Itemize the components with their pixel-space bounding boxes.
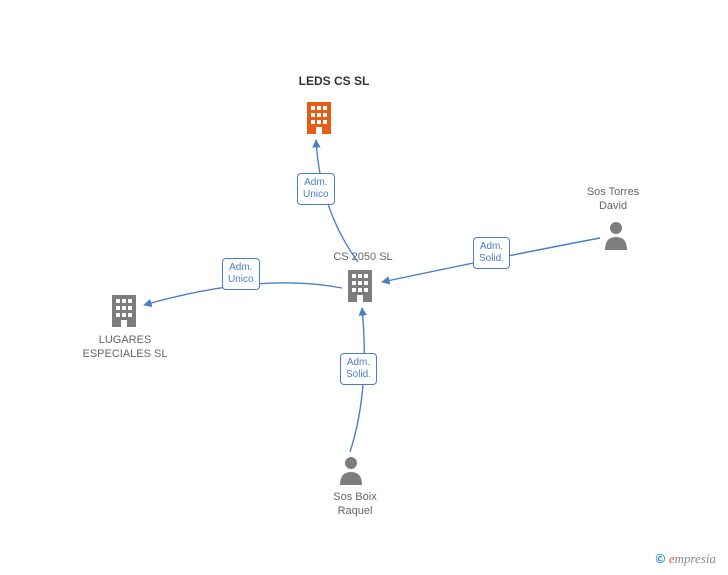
edge-label-cs2050-leds: Adm.Unico bbox=[297, 173, 335, 205]
person-icon bbox=[338, 455, 364, 485]
node-label-david: Sos Torres David bbox=[573, 185, 653, 214]
node-label-leds: LEDS CS SL bbox=[289, 74, 379, 90]
edge-label-raquel-cs2050: Adm.Solid. bbox=[340, 353, 377, 385]
edge-label-cs2050-lugares: Adm.Unico bbox=[222, 258, 260, 290]
building-icon bbox=[346, 268, 374, 302]
person-icon bbox=[603, 220, 629, 250]
node-label-cs2050: CS 2050 SL bbox=[328, 250, 398, 264]
copyright-symbol: © bbox=[656, 551, 666, 566]
building-icon bbox=[110, 293, 138, 327]
brand-rest: mpresia bbox=[675, 551, 716, 566]
node-label-lugares: LUGARES ESPECIALES SL bbox=[70, 333, 180, 362]
node-label-raquel: Sos Boix Raquel bbox=[320, 490, 390, 519]
edge-label-david-cs2050: Adm.Solid. bbox=[473, 237, 510, 269]
watermark: © empresia bbox=[656, 551, 716, 567]
building-icon bbox=[305, 100, 333, 134]
